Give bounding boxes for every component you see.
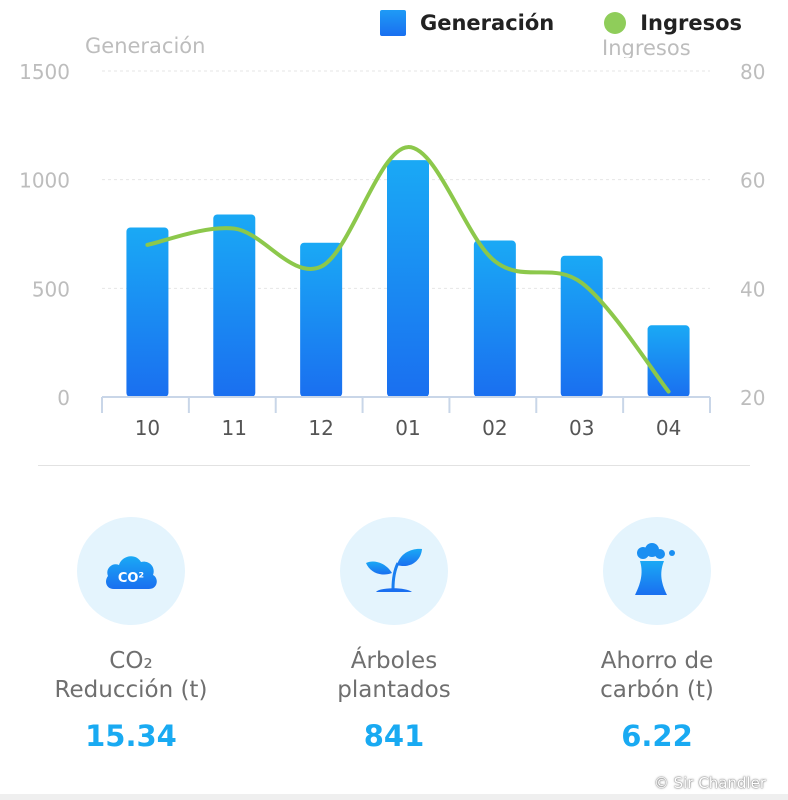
co2-icon-text: CO² [118, 571, 144, 586]
right-tick-label: 20 [740, 386, 765, 410]
left-tick-label: 0 [57, 386, 70, 410]
stat-trees: Árboles plantados 841 [274, 517, 514, 753]
x-tick-label: 01 [395, 416, 420, 440]
generation-bars [126, 160, 690, 397]
stat-coal-label: Ahorro de carbón (t) [600, 648, 714, 703]
sprout-icon [366, 548, 422, 592]
bar-02[interactable] [473, 240, 516, 397]
stat-trees-label: Árboles plantados [337, 648, 451, 703]
co2-icon-circle: CO² [77, 517, 185, 625]
section-divider [38, 465, 750, 466]
bar-11[interactable] [213, 214, 256, 397]
right-tick-label: 80 [740, 60, 765, 84]
bar-12[interactable] [300, 242, 343, 397]
income-line[interactable] [145, 145, 671, 394]
legend-item-income[interactable]: Ingresos [604, 11, 742, 35]
x-axis: 10 11 12 01 02 03 04 [101, 396, 711, 440]
x-tick-label: 02 [482, 416, 507, 440]
x-tick-label: 10 [135, 416, 160, 440]
left-tick-label: 1500 [19, 60, 70, 84]
right-tick-label: 60 [740, 169, 765, 193]
x-tick-label: 04 [656, 416, 681, 440]
x-tick-label: 11 [222, 416, 247, 440]
right-tick-label: 40 [740, 277, 765, 301]
income-line-layer [145, 145, 671, 394]
bar-04[interactable] [647, 325, 690, 397]
legend-line-swatch [604, 12, 627, 34]
x-tick-label: 12 [308, 416, 333, 440]
bar-10[interactable] [126, 227, 169, 397]
combo-chart: 0 500 1000 1500 20 40 60 80 10 11 12 01 02 03 04 [19, 60, 765, 440]
stat-trees-value: 841 [363, 719, 425, 753]
left-axis-title: Generación [85, 34, 206, 58]
legend-income-label: Ingresos [640, 11, 743, 35]
legend-bar-swatch [380, 10, 406, 36]
stat-coal: Ahorro de carbón (t) 6.22 [537, 517, 777, 753]
trees-icon-circle [340, 517, 448, 625]
footer-bar [0, 794, 788, 800]
coal-icon-circle [603, 517, 711, 625]
bar-01[interactable] [387, 160, 429, 397]
gridlines [102, 70, 710, 289]
chart-legend: Generación Ingresos [380, 8, 742, 38]
watermark: © Sir Chandler [653, 774, 766, 792]
legend-item-generation[interactable]: Generación [380, 10, 554, 36]
left-tick-label: 500 [32, 277, 70, 301]
left-axis-ticks: 0 500 1000 1500 [19, 60, 70, 410]
legend-generation-label: Generación [420, 11, 555, 35]
stat-coal-value: 6.22 [621, 719, 693, 753]
stat-co2-value: 15.34 [85, 719, 177, 753]
x-tick-label: 03 [569, 416, 594, 440]
right-axis-ticks: 20 40 60 80 [740, 60, 765, 410]
stat-co2-label: CO₂ Reducción (t) [54, 648, 208, 703]
cooling-tower-icon [635, 543, 675, 595]
stat-co2: CO² CO₂ Reducción (t) 15.34 [11, 517, 251, 753]
co2-cloud-icon: CO² [106, 556, 157, 589]
right-axis-title: Ingresos [602, 36, 691, 58]
left-tick-label: 1000 [19, 169, 70, 193]
